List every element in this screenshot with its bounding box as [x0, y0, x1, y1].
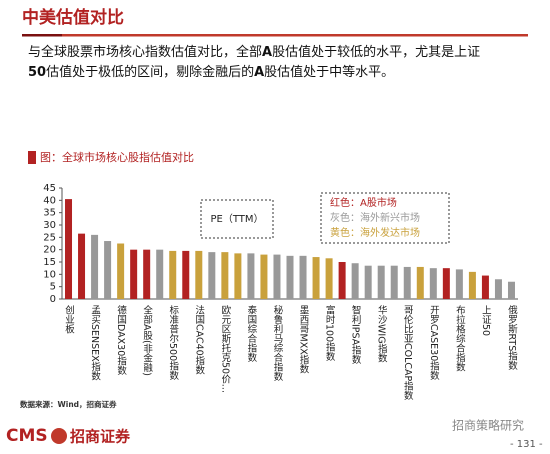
bar: [169, 250, 177, 299]
y-tick-label: 45: [43, 183, 56, 194]
y-tick-label: 0: [50, 294, 56, 305]
x-tick-label: 富时100指数: [324, 304, 336, 362]
slide-title: 中美估值对比: [22, 7, 124, 28]
x-tick-label: 布拉格综合指数: [454, 304, 466, 372]
logo: CMS: [6, 426, 48, 446]
bar: [143, 249, 151, 299]
bar: [442, 268, 450, 299]
y-tick-label: 10: [43, 269, 56, 280]
rule-dark: [22, 34, 62, 37]
bar: [507, 281, 515, 299]
source: 数据来源：Wind，招商证券: [20, 399, 117, 409]
summary-run: 估值处于极低的区间，剔除金融后的: [46, 64, 254, 80]
y-tick-label: 5: [50, 282, 56, 293]
bar: [221, 252, 229, 299]
bar: [260, 254, 268, 299]
summary-run: 股估值处于较低的水平，尤其是上证: [272, 44, 480, 60]
x-tick-label: 智利IPSA指数: [350, 304, 362, 365]
summary-line: 50估值处于极低的区间，剔除金融后的A股估值处于中等水平。: [28, 64, 394, 80]
bar: [403, 266, 411, 299]
page-number: - 131 -: [510, 439, 543, 450]
bar: [351, 263, 359, 299]
x-tick-label: 孟买SENSEX指数: [89, 305, 101, 382]
logo-icon: [51, 428, 67, 444]
bar: [104, 241, 112, 299]
bar: [78, 233, 86, 299]
bar: [416, 266, 424, 299]
bar: [130, 249, 138, 299]
bar: [195, 250, 203, 299]
bar: [208, 252, 216, 299]
legend-entry: 黄色：海外发达市场: [330, 226, 420, 239]
y-tick-label: 15: [43, 257, 56, 268]
x-tick-label: 哥伦比亚COLCAP指数: [402, 305, 414, 401]
logo-cn: 招商证券: [70, 428, 131, 446]
bar: [312, 257, 320, 299]
x-tick-label: 俄罗斯RTS指数: [506, 304, 518, 371]
summary-run: A: [254, 65, 264, 80]
x-tick-label: 法国CAC40指数: [193, 304, 205, 375]
y-tick-label: 35: [43, 208, 56, 219]
rule: [62, 34, 528, 37]
watermark: 招商策略研究: [452, 418, 524, 433]
bar: [455, 269, 463, 299]
bar: [117, 243, 125, 299]
legend-entry: 红色：A股市场: [330, 196, 397, 209]
x-tick-label: 标准普尔500指数: [167, 304, 179, 381]
x-tick-label: 全部A股(非金融): [141, 304, 153, 376]
y-tick-label: 25: [43, 232, 56, 243]
legend-entry: 灰色：海外新兴市场: [330, 211, 420, 224]
bar: [273, 254, 281, 299]
x-tick-label: 墨西哥MXX指数: [298, 305, 310, 375]
bar: [325, 258, 333, 299]
annotation: PE（TTM）: [210, 213, 263, 225]
x-tick-label: 欧元区斯托克50价…: [219, 304, 231, 393]
summary-line: 与全球股票市场核心指数估值对比，全部A股估值处于较低的水平，尤其是上证: [28, 44, 480, 60]
x-tick-label: 创业板: [63, 304, 75, 334]
bar: [468, 271, 476, 299]
bar: [91, 234, 99, 299]
annotation-box: [200, 199, 274, 239]
x-tick-label: 开罗CASE30指数: [428, 305, 440, 381]
bar: [182, 250, 190, 299]
bar: [286, 255, 294, 299]
bar: [338, 262, 346, 299]
bar: [65, 199, 73, 299]
x-tick-label: 华沙WIG指数: [376, 304, 388, 363]
x-tick-label: 秘鲁利马综合指数: [271, 304, 283, 382]
summary-run: 与全球股票市场核心指数估值对比，全部: [28, 44, 262, 60]
y-tick-label: 40: [43, 195, 56, 206]
bar: [234, 253, 242, 299]
summary-run: 股估值处于中等水平。: [264, 64, 394, 80]
y-tick-label: 30: [43, 220, 56, 231]
chart-title: 图：全球市场核心股指估值对比: [40, 150, 194, 164]
legend-box: [320, 192, 450, 244]
y-tick-label: 20: [43, 245, 56, 256]
summary-run: A: [262, 45, 272, 60]
bar: [156, 249, 164, 299]
bar: [429, 268, 437, 299]
bar: [364, 265, 372, 299]
bar: [390, 265, 398, 299]
bar: [377, 265, 385, 299]
x-tick-label: 上证50: [480, 305, 492, 336]
bar: [247, 253, 255, 299]
caption-mark: [28, 151, 36, 164]
bar: [494, 279, 502, 299]
x-tick-label: 德国DAX30指数: [115, 304, 127, 376]
bar: [299, 255, 307, 299]
x-tick-label: 泰国综合指数: [245, 304, 257, 363]
summary-run: 50: [28, 65, 46, 80]
bar: [481, 275, 489, 299]
